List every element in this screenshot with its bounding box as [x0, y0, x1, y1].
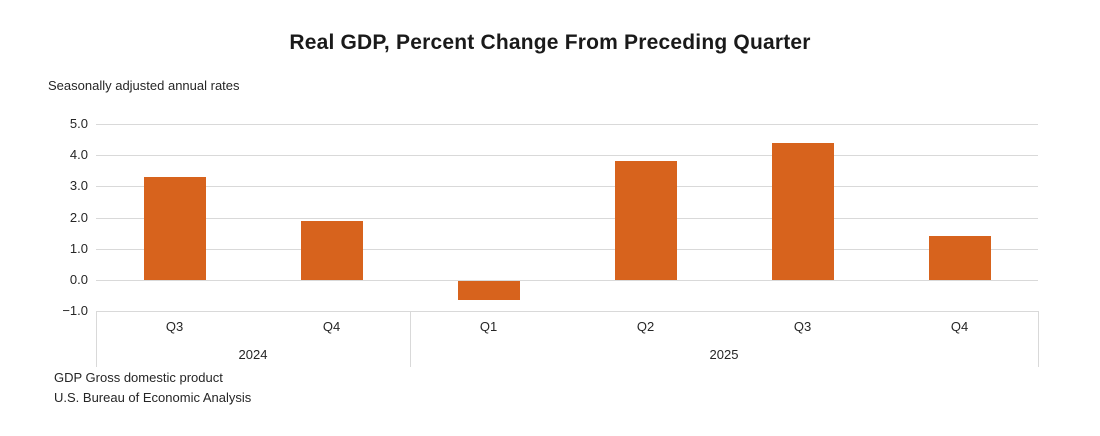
- gridline: [96, 124, 1038, 125]
- y-axis-tick-label: 3.0: [69, 178, 88, 194]
- gridline: [96, 186, 1038, 188]
- y-axis-tick-label: 0.0: [69, 272, 88, 287]
- y-axis-tick-label: 4.0: [69, 147, 88, 163]
- footnote-source: U.S. Bureau of Economic Analysis: [54, 390, 252, 405]
- bar-q1-2025: [457, 281, 520, 300]
- gridline: [96, 217, 1038, 219]
- x-axis-tick-label: Q3: [165, 319, 184, 335]
- y-axis-tick-label: 5.0: [69, 116, 88, 131]
- bar-q4-2025: [928, 236, 991, 280]
- x-axis-group-label: 2025: [709, 347, 739, 363]
- chart-title: Real GDP, Percent Change From Preceding …: [289, 31, 811, 54]
- gridline: [96, 311, 1038, 313]
- bar-q2-2025: [614, 161, 677, 280]
- x-axis-tick-label: Q2: [636, 319, 655, 335]
- x-axis-tick-label: Q3: [793, 319, 812, 335]
- x-axis-tick-label: Q4: [322, 319, 341, 335]
- axis-group-divider: [1038, 311, 1039, 368]
- footnote-gdp-definition: GDP Gross domestic product: [54, 370, 223, 385]
- bar-q3-2025: [771, 142, 834, 280]
- y-axis-tick-label: 2.0: [69, 209, 88, 225]
- axis-group-divider: [96, 311, 97, 368]
- gridline: [96, 248, 1038, 250]
- chart-subtitle: Seasonally adjusted annual rates: [48, 78, 240, 93]
- bar-q4-2024: [300, 220, 363, 280]
- y-axis-tick-label: 1.0: [69, 240, 88, 256]
- gridline: [96, 280, 1038, 281]
- x-axis-tick-label: Q4: [950, 319, 969, 335]
- bar-q3-2024: [143, 177, 206, 280]
- x-axis-tick-label: Q1: [479, 319, 498, 335]
- gridline: [96, 155, 1038, 157]
- axis-group-divider: [410, 311, 411, 368]
- y-axis-tick-label: −1.0: [62, 303, 88, 319]
- x-axis-group-label: 2024: [238, 347, 268, 363]
